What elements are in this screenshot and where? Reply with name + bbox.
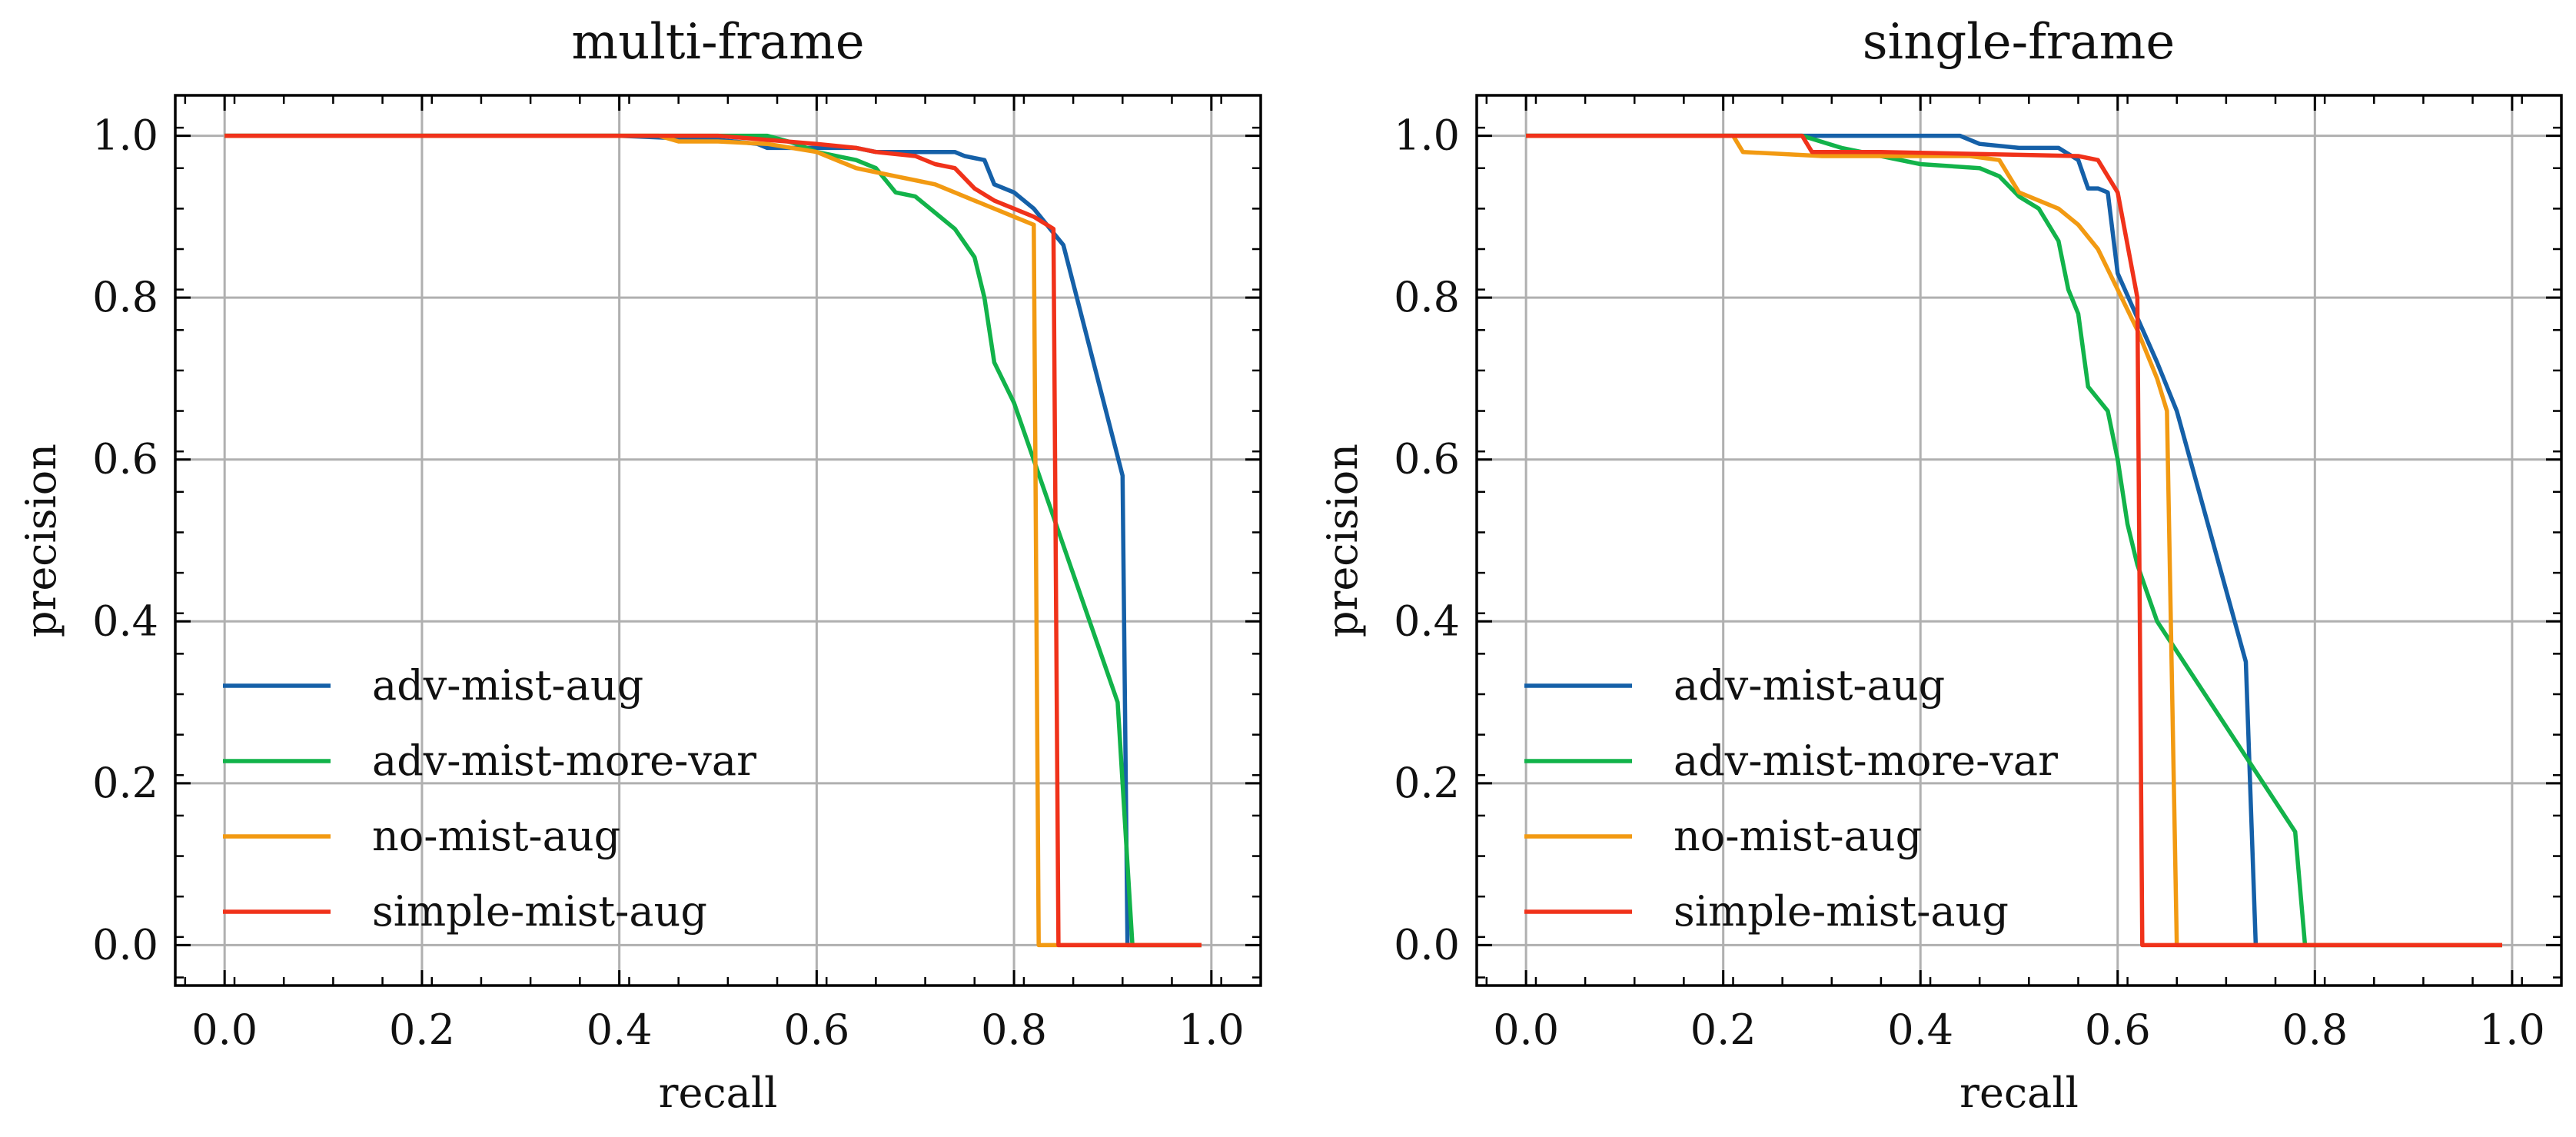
y-axis-label: precision bbox=[17, 444, 65, 637]
legend-label: adv-mist-more-var bbox=[1674, 736, 2058, 785]
y-tick-label: 0.2 bbox=[92, 759, 158, 807]
series-line-adv-mist-aug bbox=[1526, 133, 2502, 948]
legend-label: adv-mist-aug bbox=[372, 661, 643, 710]
legend-label: adv-mist-aug bbox=[1674, 661, 1945, 710]
y-tick-label: 1.0 bbox=[92, 111, 158, 160]
y-tick-label: 0.8 bbox=[1394, 273, 1460, 321]
y-tick-label: 0.6 bbox=[92, 435, 158, 484]
x-tick-label: 0.2 bbox=[1690, 1006, 1757, 1054]
x-tick-label: 0.0 bbox=[191, 1006, 258, 1054]
axes-frame bbox=[174, 94, 1262, 987]
x-tick-label: 0.4 bbox=[1887, 1006, 1953, 1054]
legend-label: simple-mist-aug bbox=[1674, 887, 2009, 936]
y-tick-label: 0.6 bbox=[1394, 435, 1460, 484]
legend-label: simple-mist-aug bbox=[372, 887, 707, 936]
x-tick-label: 0.8 bbox=[981, 1006, 1047, 1054]
y-axis-label: precision bbox=[1318, 444, 1367, 637]
series-line-simple-mist-aug bbox=[224, 133, 1202, 948]
x-axis-label: recall bbox=[659, 1069, 778, 1117]
x-axis-label: recall bbox=[1959, 1069, 2079, 1117]
y-tick-label: 0.8 bbox=[92, 273, 158, 321]
chart-panel-2: 0.0 0.2 0.4 0.6 0.8 1.0 0.0 0.2 0.4 0.6 0.8 1.0 sing… bbox=[1318, 14, 2563, 1117]
y-tick-label: 0.0 bbox=[92, 920, 158, 969]
axes-frame bbox=[1475, 94, 2563, 987]
y-tick-label: 0.4 bbox=[1394, 597, 1460, 645]
x-tick-label: 0.8 bbox=[2282, 1006, 2348, 1054]
legend: adv-mist-aug adv-mist-more-var no-mist-aug… bbox=[1524, 661, 2058, 936]
chart-title: multi-frame bbox=[571, 14, 864, 71]
chart-title: single-frame bbox=[1863, 14, 2175, 71]
legend-label: no-mist-aug bbox=[1674, 812, 1922, 860]
series-line-no-mist-aug bbox=[1526, 133, 2502, 948]
legend-label: adv-mist-more-var bbox=[372, 736, 756, 785]
series-line-simple-mist-aug bbox=[1526, 133, 2502, 948]
x-tick-label: 0.2 bbox=[389, 1006, 455, 1054]
x-tick-label: 1.0 bbox=[1178, 1006, 1245, 1054]
y-tick-label: 1.0 bbox=[1394, 111, 1460, 160]
series-line-adv-mist-more-var bbox=[1526, 133, 2502, 948]
x-tick-label: 1.0 bbox=[2479, 1006, 2545, 1054]
series-line-no-mist-aug bbox=[224, 133, 1202, 948]
y-tick-label: 0.2 bbox=[1394, 759, 1460, 807]
legend-label: no-mist-aug bbox=[372, 812, 620, 860]
y-tick-label: 0.4 bbox=[92, 597, 158, 645]
legend: adv-mist-aug adv-mist-more-var no-mist-aug… bbox=[223, 661, 756, 936]
x-tick-label: 0.6 bbox=[2085, 1006, 2151, 1054]
x-tick-label: 0.0 bbox=[1493, 1006, 1559, 1054]
x-tick-label: 0.4 bbox=[587, 1006, 653, 1054]
x-tick-label: 0.6 bbox=[783, 1006, 849, 1054]
y-tick-label: 0.0 bbox=[1394, 920, 1460, 969]
chart-panel-1: 0.0 0.2 0.4 0.6 0.8 1.0 0.0 0.2 0.4 0.6 0.8 1.0 mult… bbox=[17, 14, 1262, 1117]
